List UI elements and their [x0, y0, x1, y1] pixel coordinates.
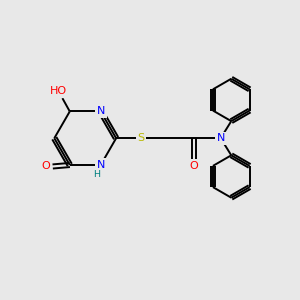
- Text: O: O: [42, 161, 51, 172]
- Text: N: N: [217, 133, 225, 143]
- Text: O: O: [190, 160, 199, 171]
- Text: H: H: [93, 170, 100, 179]
- Text: N: N: [97, 106, 105, 116]
- Text: N: N: [97, 160, 105, 170]
- Text: HO: HO: [50, 86, 67, 96]
- Text: S: S: [138, 133, 145, 143]
